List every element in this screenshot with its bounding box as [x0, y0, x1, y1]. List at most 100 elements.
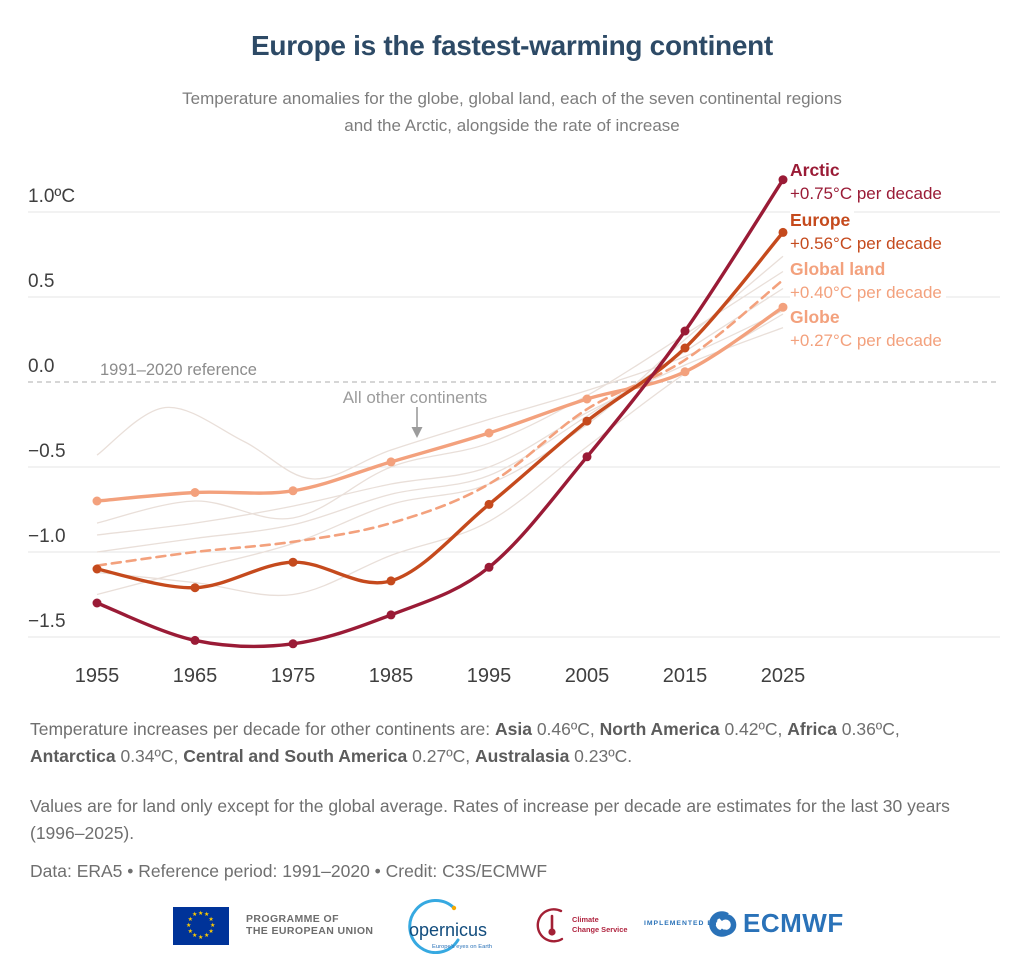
x-axis-label: 1985 — [368, 665, 414, 687]
series-marker-europe — [190, 583, 200, 593]
footnote-text: Temperature increases per decade for oth… — [30, 719, 495, 739]
eu-flag-star-icon: ★ — [204, 912, 210, 919]
series-marker-europe — [680, 343, 690, 353]
eu-flag-star-icon: ★ — [208, 916, 214, 923]
copernicus-dot-icon — [451, 905, 457, 911]
y-axis-label: −1.0 — [28, 526, 69, 548]
continent-name: North America — [599, 719, 720, 739]
series-marker-arctic — [92, 598, 102, 608]
series-marker-arctic — [190, 635, 200, 645]
thermometer-bulb-icon — [548, 928, 556, 936]
continent-line-asia — [96, 255, 784, 596]
series-rate-label-arctic: +0.75°C per decade — [790, 184, 946, 204]
eu-flag-star-icon: ★ — [204, 932, 210, 939]
eu-flag-star-icon: ★ — [210, 922, 216, 929]
c3s-label-line-1: Climate — [572, 915, 599, 924]
series-rate-label-globe: +0.27°C per decade — [790, 331, 946, 351]
continent-name: Central and South America — [183, 746, 408, 766]
eu-flag-star-icon: ★ — [208, 928, 214, 935]
subtitle-line-1: Temperature anomalies for the globe, glo… — [182, 89, 842, 108]
copernicus-logo: opernicus Europe's eyes on Earth — [408, 899, 492, 954]
footnote-other-continent-rates: Temperature increases per decade for oth… — [30, 716, 980, 770]
credit-line: Data: ERA5 • Reference period: 1991–2020… — [30, 861, 548, 881]
series-name-label-arctic: Arctic — [790, 160, 844, 181]
subtitle: Temperature anomalies for the globe, glo… — [0, 85, 1024, 139]
series-marker-globe — [484, 428, 494, 438]
eu-programme-line-2: THE EUROPEAN UNION — [246, 925, 374, 937]
series-marker-arctic — [778, 175, 788, 185]
series-marker-europe — [92, 564, 102, 574]
eu-flag-star-icon: ★ — [192, 932, 198, 939]
y-axis-label: 0.0 — [28, 356, 58, 378]
eu-programme-label: PROGRAMME OF THE EUROPEAN UNION — [246, 913, 373, 937]
continent-line-africa — [96, 287, 784, 553]
continent-name: Australasia — [474, 746, 570, 766]
x-axis-label: 1995 — [466, 665, 512, 687]
ecmwf-arc-right — [718, 914, 737, 936]
eu-flag-star-icon: ★ — [187, 916, 193, 923]
climate-change-service-logo: Climate Change Service — [536, 908, 627, 943]
series-marker-europe — [386, 576, 396, 586]
series-line-arctic — [95, 178, 785, 649]
y-axis-label: 1.0ºC — [28, 186, 79, 208]
series-name-label-europe: Europe — [790, 210, 855, 231]
ecmwf-wordmark: ECMWF — [743, 908, 844, 938]
series-marker-globe — [778, 302, 788, 312]
footnote-text: 0.34ºC, — [115, 746, 184, 766]
series-line-europe — [95, 230, 785, 590]
series-marker-arctic — [680, 326, 690, 336]
x-axis-label: 1965 — [172, 665, 218, 687]
series-marker-globe — [190, 488, 200, 497]
temperature-anomaly-chart — [28, 175, 1000, 649]
series-marker-europe — [288, 557, 298, 567]
copernicus-tagline: Europe's eyes on Earth — [432, 944, 492, 950]
series-line-globe — [95, 305, 785, 503]
series-name-label-globe: Globe — [790, 307, 844, 328]
reference-period-label: 1991–2020 reference — [100, 361, 257, 379]
eu-flag-star-icon: ★ — [198, 910, 204, 917]
series-name-label-global-land: Global land — [790, 259, 890, 280]
series-marker-globe — [288, 486, 298, 496]
continent-name: Africa — [787, 719, 837, 739]
continent-name: Antarctica — [30, 746, 116, 766]
continent-name: Asia — [494, 719, 532, 739]
c3s-label-line-2: Change Service — [572, 925, 627, 934]
series-line-global-land — [95, 278, 785, 567]
series-marker-globe — [386, 457, 396, 467]
footnote-text: 0.36ºC, — [836, 719, 900, 739]
eu-flag-star-icon: ★ — [186, 922, 192, 929]
series-marker-arctic — [484, 562, 494, 572]
series-marker-arctic — [288, 639, 298, 649]
footnote-method: Values are for land only except for the … — [30, 796, 950, 843]
continent-line-north-america — [96, 270, 784, 524]
copernicus-wordmark: opernicus — [409, 920, 487, 940]
series-marker-globe — [92, 496, 102, 506]
other-continents-label: All other continents — [342, 388, 488, 407]
series-marker-arctic — [386, 610, 396, 620]
continent-line-australasia — [96, 326, 784, 536]
series-marker-globe — [582, 394, 592, 404]
y-axis-label: −0.5 — [28, 441, 69, 463]
eu-flag-star-icon: ★ — [187, 928, 193, 935]
y-axis-label: −1.5 — [28, 611, 69, 633]
footnote-text: 0.42ºC, — [719, 719, 788, 739]
subtitle-line-2: and the Arctic, alongside the rate of in… — [344, 116, 680, 135]
eu-flag-star-icon: ★ — [192, 912, 198, 919]
x-axis-label: 2025 — [760, 665, 806, 687]
footnote-text: 0.27ºC, — [407, 746, 475, 766]
x-axis-label: 2015 — [662, 665, 708, 687]
page-title: Europe is the fastest-warming continent — [251, 30, 773, 61]
eu-flag-star-icon: ★ — [198, 934, 204, 941]
series-marker-europe — [582, 416, 592, 426]
series-rate-label-global-land: +0.40°C per decade — [790, 283, 946, 303]
eu-programme-line-1: PROGRAMME OF — [246, 913, 339, 925]
copernicus-arc — [408, 899, 460, 954]
series-marker-arctic — [582, 452, 592, 462]
x-axis-label: 2005 — [564, 665, 610, 687]
other-continents-arrowhead-icon — [411, 427, 423, 438]
series-marker-europe — [778, 227, 788, 237]
series-marker-europe — [484, 499, 494, 509]
eu-flag: ★ ★ ★ ★ ★ ★ ★ ★ ★ ★ ★ ★ — [173, 907, 229, 945]
x-axis-label: 1955 — [74, 665, 120, 687]
